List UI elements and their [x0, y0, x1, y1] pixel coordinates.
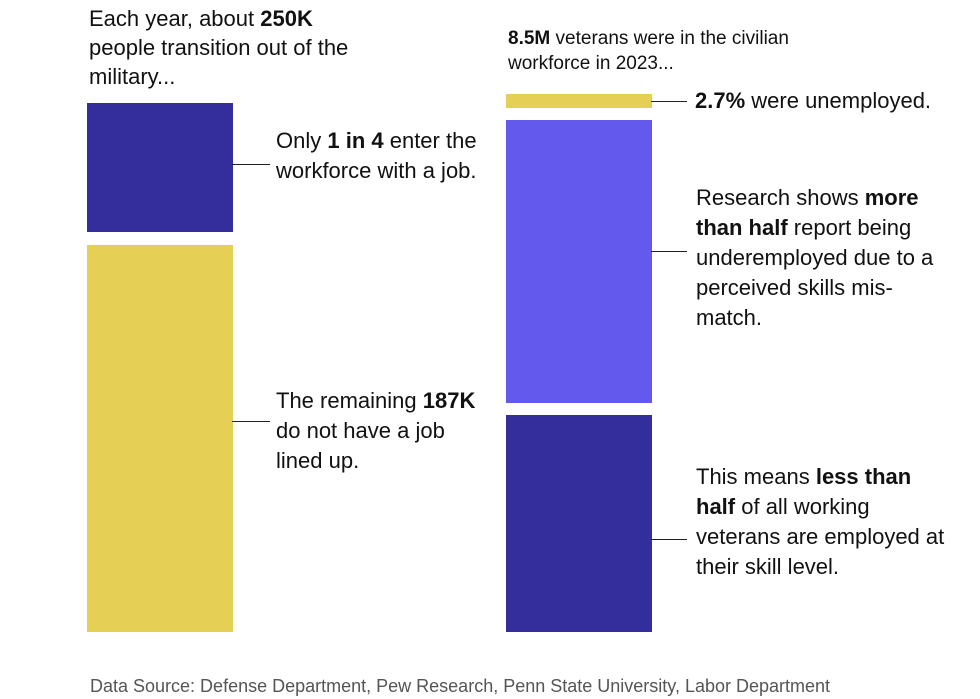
annotation-no-job: The remaining 187K do not have a job lin… [276, 388, 476, 473]
bar-underemployed [506, 119, 652, 403]
bar-unemployed [506, 94, 652, 108]
bar-employed-at-skill [506, 414, 652, 632]
left-heading: Each year, about 250K people transition … [89, 6, 349, 89]
bar-no-job [87, 245, 233, 632]
right-heading: 8.5M veterans were in the civilian workf… [508, 28, 789, 74]
data-source-footer: Data Source: Defense Department, Pew Res… [90, 676, 831, 696]
leader-line-underemployed [651, 251, 687, 252]
annotation-unemployed: 2.7% were unemployed. [695, 88, 932, 113]
bar-with-job [87, 103, 233, 232]
leader-line-no-job [232, 421, 270, 422]
annotation-employed-at-skill: This means less than half of all working… [696, 464, 945, 579]
leader-line-unemployed [651, 101, 687, 102]
leader-line-with-job [232, 164, 270, 165]
leader-line-employed-at-skill [651, 539, 687, 540]
annotation-with-job: Only 1 in 4 enter the workforce with a j… [276, 128, 477, 183]
annotation-underemployed: Research shows more than half report bei… [696, 185, 934, 330]
